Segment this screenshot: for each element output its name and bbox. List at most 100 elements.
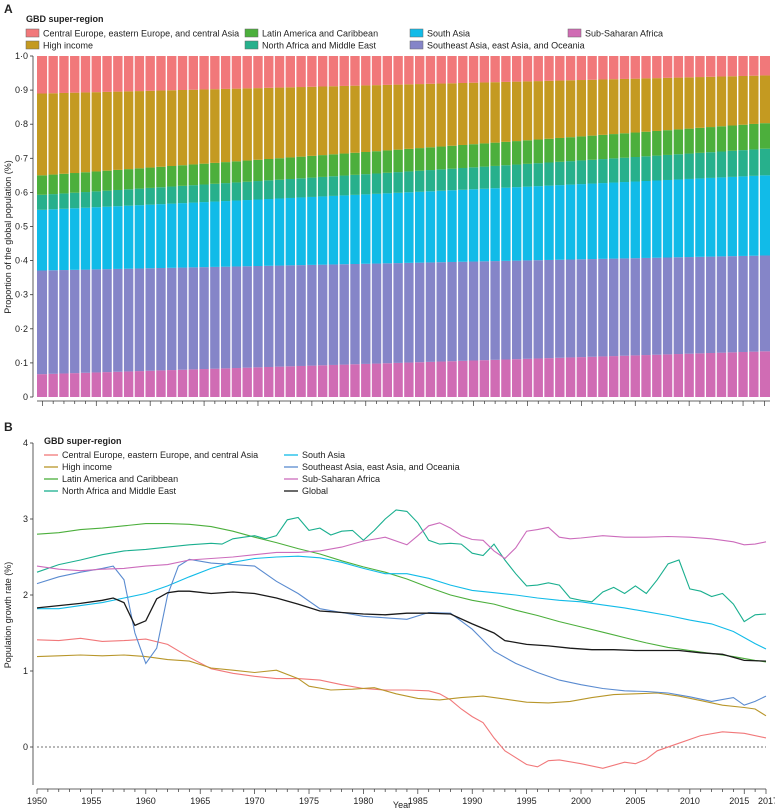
- bar-segment-2010-south-asia: [683, 178, 695, 258]
- bar-segment-1973-central-europe-eastern-europe-and-central-asia: [284, 56, 296, 88]
- bar-segment-1973-sub-saharan-africa: [284, 366, 296, 397]
- bar-segment-1951-south-asia: [47, 209, 59, 271]
- bar-segment-1968-central-europe-eastern-europe-and-central-asia: [231, 56, 242, 89]
- y-tick-label: 0: [23, 742, 28, 752]
- bar-segment-1956-sub-saharan-africa: [101, 372, 113, 397]
- bar-segment-1981-latin-america-and-caribbean: [371, 151, 382, 174]
- bar-segment-2005-high-income: [629, 78, 641, 133]
- bar-segment-2001-high-income: [586, 79, 598, 136]
- bar-segment-1980-latin-america-and-caribbean: [360, 151, 372, 175]
- bar-segment-2014-south-asia: [726, 176, 738, 257]
- bar-segment-2017-central-europe-eastern-europe-and-central-asia: [759, 56, 770, 76]
- bar-segment-1975-north-africa-and-middle-east: [306, 177, 318, 197]
- panel-a: A GBD super-region Central Europe, easte…: [3, 2, 770, 406]
- bar-segment-2014-north-africa-and-middle-east: [726, 150, 738, 177]
- bar-segment-1968-north-africa-and-middle-east: [231, 182, 242, 201]
- bar-segment-1972-sub-saharan-africa: [274, 366, 285, 397]
- bar-segment-1996-north-africa-and-middle-east: [532, 163, 544, 187]
- bar-segment-1986-high-income: [425, 83, 436, 148]
- bar-segment-1962-southeast-asia-east-asia-and-oceania: [166, 267, 178, 371]
- bar-segment-2005-north-africa-and-middle-east: [629, 156, 641, 182]
- bar-segment-1971-latin-america-and-caribbean: [263, 158, 275, 181]
- bar-segment-1965-sub-saharan-africa: [198, 369, 210, 397]
- bar-segment-1993-sub-saharan-africa: [500, 359, 512, 397]
- bar-segment-2009-north-africa-and-middle-east: [672, 154, 684, 180]
- y-tick-label: 1·0: [15, 51, 28, 61]
- legend-label-high-income: High income: [62, 462, 112, 472]
- bar-segment-1954-north-africa-and-middle-east: [80, 192, 91, 208]
- bar-segment-1970-sub-saharan-africa: [252, 367, 264, 397]
- bar-segment-2010-southeast-asia-east-asia-and-oceania: [683, 257, 695, 354]
- bar-segment-1962-south-asia: [166, 203, 178, 268]
- x-tick-label: 1970: [245, 796, 265, 806]
- bar-segment-1957-north-africa-and-middle-east: [112, 189, 124, 207]
- bar-segment-2011-latin-america-and-caribbean: [694, 127, 706, 153]
- bar-segment-1979-north-africa-and-middle-east: [349, 174, 361, 195]
- bar-segment-1963-north-africa-and-middle-east: [177, 185, 188, 204]
- bar-segment-1980-high-income: [360, 85, 372, 152]
- bar-segment-1975-central-europe-eastern-europe-and-central-asia: [306, 56, 318, 87]
- bar-segment-1959-high-income: [134, 91, 145, 169]
- bar-segment-2006-latin-america-and-caribbean: [640, 131, 652, 157]
- bar-segment-1997-sub-saharan-africa: [543, 358, 555, 397]
- x-tick-label: 1955: [81, 796, 101, 806]
- bar-segment-2016-latin-america-and-caribbean: [748, 123, 760, 150]
- bar-segment-1980-north-africa-and-middle-east: [360, 174, 372, 195]
- bar-segment-1980-south-asia: [360, 194, 372, 264]
- bar-segment-1962-sub-saharan-africa: [166, 370, 178, 397]
- bar-segment-1962-central-europe-eastern-europe-and-central-asia: [166, 56, 178, 91]
- legend-label-sub-saharan-africa: Sub-Saharan Africa: [302, 474, 380, 484]
- bar-segment-1952-southeast-asia-east-asia-and-oceania: [58, 270, 70, 374]
- bar-segment-2013-latin-america-and-caribbean: [716, 126, 727, 152]
- bar-segment-1975-latin-america-and-caribbean: [306, 155, 318, 178]
- bar-segment-1964-south-asia: [187, 202, 199, 268]
- bar-segment-2002-southeast-asia-east-asia-and-oceania: [597, 258, 609, 357]
- bar-segment-1985-southeast-asia-east-asia-and-oceania: [414, 262, 426, 363]
- bar-segment-1981-south-asia: [371, 193, 382, 264]
- bar-segment-1950-south-asia: [37, 209, 48, 271]
- legend-label-central-europe-eastern-europe-and-central-asia: Central Europe, eastern Europe, and cent…: [62, 450, 258, 460]
- bar-segment-1952-latin-america-and-caribbean: [58, 173, 70, 194]
- bar-segment-1976-high-income: [317, 86, 329, 156]
- bar-segment-1996-south-asia: [532, 186, 544, 261]
- bar-segment-1974-latin-america-and-caribbean: [295, 156, 307, 179]
- bar-segment-1984-high-income: [403, 84, 415, 149]
- bar-segment-2004-southeast-asia-east-asia-and-oceania: [619, 258, 630, 356]
- bar-segment-1953-latin-america-and-caribbean: [69, 173, 81, 193]
- bar-segment-2011-southeast-asia-east-asia-and-oceania: [694, 256, 706, 354]
- bar-segment-1959-southeast-asia-east-asia-and-oceania: [134, 268, 145, 372]
- bar-segment-1958-central-europe-eastern-europe-and-central-asia: [123, 56, 135, 92]
- bar-segment-2016-southeast-asia-east-asia-and-oceania: [748, 255, 760, 352]
- legend-swatch-southeast-asia-east-asia-and-oceania: [409, 40, 424, 50]
- legend-label-global: Global: [302, 486, 328, 496]
- panel-b-y-axis-title: Population growth rate (%): [3, 562, 13, 669]
- bar-segment-1989-south-asia: [457, 189, 469, 262]
- bar-segment-2007-north-africa-and-middle-east: [651, 155, 663, 181]
- bar-segment-1998-southeast-asia-east-asia-and-oceania: [554, 259, 566, 358]
- bar-segment-1981-central-europe-eastern-europe-and-central-asia: [371, 56, 382, 86]
- bar-segment-1958-latin-america-and-caribbean: [123, 169, 135, 190]
- bar-segment-1954-high-income: [80, 92, 91, 173]
- panel-b-lines: [36, 509, 767, 769]
- x-tick-label: 2017: [758, 796, 775, 806]
- y-tick-label: 0·3: [15, 290, 28, 300]
- bar-segment-2004-central-europe-eastern-europe-and-central-asia: [619, 56, 630, 79]
- bar-segment-1956-north-africa-and-middle-east: [101, 190, 113, 207]
- legend-label-southeast-asia-east-asia-and-oceania: Southeast Asia, east Asia, and Oceania: [302, 462, 460, 472]
- bar-segment-2010-sub-saharan-africa: [683, 353, 695, 397]
- bar-segment-1975-south-asia: [306, 196, 318, 265]
- bar-segment-1978-central-europe-eastern-europe-and-central-asia: [338, 56, 350, 86]
- bar-segment-1974-sub-saharan-africa: [295, 365, 307, 397]
- bar-segment-1977-southeast-asia-east-asia-and-oceania: [328, 264, 339, 365]
- bar-segment-1951-southeast-asia-east-asia-and-oceania: [47, 270, 59, 374]
- bar-segment-1960-southeast-asia-east-asia-and-oceania: [144, 268, 156, 371]
- bar-segment-1957-sub-saharan-africa: [112, 371, 124, 397]
- bar-segment-1969-central-europe-eastern-europe-and-central-asia: [241, 56, 253, 89]
- bar-segment-2009-high-income: [672, 77, 684, 130]
- bar-segment-1999-latin-america-and-caribbean: [565, 137, 576, 162]
- bar-segment-1971-sub-saharan-africa: [263, 366, 275, 397]
- bar-segment-1950-sub-saharan-africa: [37, 374, 48, 397]
- bar-segment-1977-latin-america-and-caribbean: [328, 154, 339, 177]
- bar-segment-1951-latin-america-and-caribbean: [47, 174, 59, 195]
- bar-segment-1990-north-africa-and-middle-east: [468, 167, 479, 190]
